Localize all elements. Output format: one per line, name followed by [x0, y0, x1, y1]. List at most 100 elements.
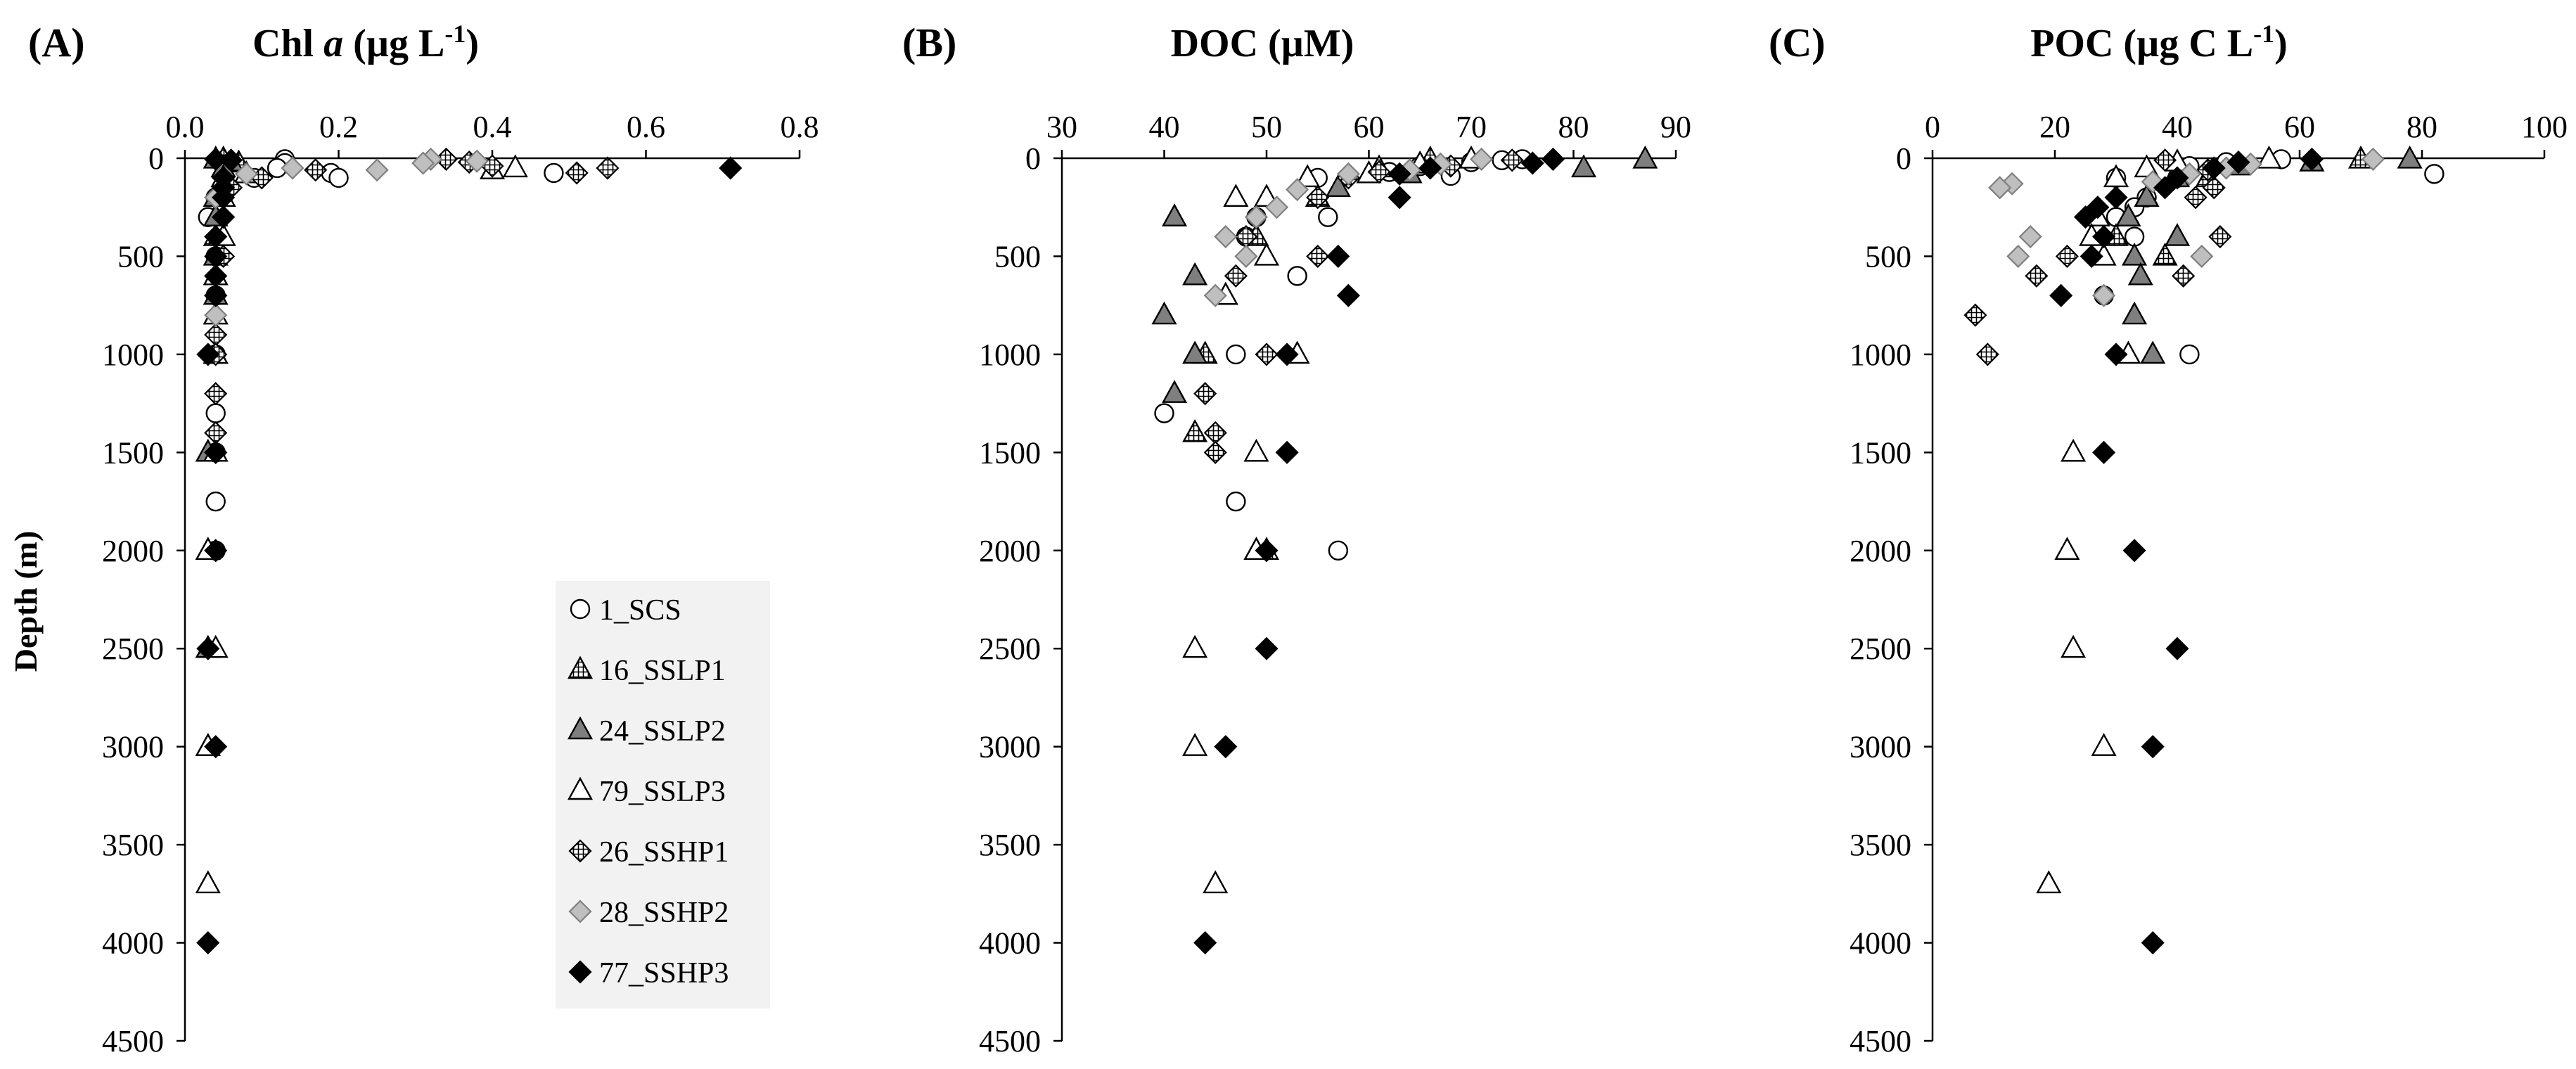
- data-point: [2140, 340, 2166, 364]
- data-point: [1287, 266, 1307, 286]
- y-tick-label: 1000: [979, 338, 1041, 372]
- data-point: [1325, 174, 1351, 198]
- data-point: [2153, 148, 2177, 172]
- y-tick-label: 4000: [102, 926, 164, 961]
- data-point: [2006, 244, 2030, 269]
- y-tick-label: 3500: [1850, 828, 1911, 862]
- data-point: [502, 154, 528, 178]
- data-point: [2061, 634, 2087, 658]
- series-77_SSHP3: [196, 147, 743, 955]
- panel-b: (B) DOC (µM) 30 40 50 60 70 80 90 0 500 1000 1500 2…: [902, 20, 1691, 1058]
- data-point: [204, 735, 228, 759]
- data-point: [2092, 224, 2116, 249]
- legend-background: [556, 581, 770, 1009]
- data-point: [205, 491, 226, 512]
- data-point: [1182, 418, 1208, 442]
- data-point: [2055, 244, 2079, 269]
- series-77_SSHP3: [2049, 147, 2324, 955]
- data-point: [204, 382, 228, 406]
- x-tick-label: 60: [1354, 110, 1385, 144]
- data-point: [2122, 301, 2148, 325]
- data-point: [2115, 203, 2141, 226]
- data-point: [1520, 151, 1544, 175]
- panel-a: (A) Chl a (µg L-1) Depth (m) 1_SCS 16_SSL…: [8, 20, 819, 1058]
- y-tick-label: 2000: [1850, 534, 1911, 568]
- data-point: [2164, 223, 2191, 246]
- x-tick-label: 50: [1251, 110, 1282, 144]
- data-point: [205, 403, 226, 423]
- data-point: [204, 323, 228, 347]
- y-tick-label: 1000: [1850, 338, 1911, 372]
- plot-area-c: 0 20 40 60 80 1000500100015002000250030003500…: [1850, 110, 2568, 1058]
- data-point: [2104, 186, 2128, 210]
- data-point: [1469, 147, 1494, 171]
- data-point: [1243, 438, 1269, 462]
- data-point: [1295, 164, 1321, 188]
- data-point: [1182, 340, 1208, 364]
- data-point: [2184, 186, 2207, 210]
- data-point: [1632, 145, 1658, 169]
- y-tick-label: 0: [1896, 141, 1911, 176]
- panel-label-b: (B): [902, 20, 956, 65]
- data-point: [1963, 303, 1987, 327]
- y-tick-label: 2500: [1850, 632, 1911, 666]
- data-point: [2054, 537, 2080, 560]
- series-1_SCS: [198, 149, 564, 561]
- data-point: [365, 158, 389, 182]
- x-tick-label: 0.0: [166, 110, 205, 144]
- legend-label: 24_SSLP2: [599, 715, 726, 748]
- x-tick-label: 20: [2039, 110, 2070, 144]
- data-point: [1326, 244, 1350, 269]
- y-tick-label: 3000: [979, 730, 1041, 764]
- x-tick-label: 40: [1149, 110, 1180, 144]
- x-tick-label: 0.4: [473, 110, 512, 144]
- legend-marker: [567, 716, 594, 740]
- data-point: [1264, 196, 1289, 219]
- legend-marker: [567, 655, 594, 679]
- data-point: [212, 205, 236, 229]
- data-point: [2397, 145, 2423, 169]
- data-point: [1182, 733, 1208, 756]
- y-tick-label: 3000: [102, 730, 164, 764]
- data-point: [1388, 162, 1411, 186]
- y-tick-label: 2000: [102, 534, 164, 568]
- data-point: [1203, 870, 1229, 894]
- x-tick-label: 90: [1660, 110, 1691, 144]
- data-point: [2080, 244, 2103, 269]
- x-tick-label: 0.2: [319, 110, 358, 144]
- data-point: [565, 161, 589, 185]
- data-point: [2202, 176, 2226, 200]
- data-point: [1255, 636, 1279, 660]
- legend-label: 79_SSLP3: [599, 776, 726, 808]
- data-point: [1226, 344, 1246, 365]
- data-point: [1286, 178, 1309, 202]
- y-tick-label: 3500: [102, 828, 164, 862]
- y-tick-label: 0: [1025, 141, 1041, 176]
- legend-label: 77_SSHP3: [599, 957, 729, 990]
- data-point: [196, 636, 220, 660]
- data-point: [1162, 380, 1188, 403]
- legend-marker: [568, 960, 592, 984]
- data-point: [2061, 438, 2087, 462]
- data-point: [1336, 162, 1360, 186]
- data-point: [2153, 176, 2177, 200]
- data-point: [2092, 283, 2116, 307]
- legend-marker: [568, 900, 592, 923]
- legend-label: 28_SSHP2: [599, 897, 729, 929]
- panel-c: (C) POC (µg C L-1) 0 20 40 60 80 100050010001…: [1769, 20, 2568, 1058]
- data-point: [2036, 870, 2062, 894]
- data-point: [1418, 156, 1442, 180]
- y-tick-label: 4000: [1850, 926, 1911, 961]
- data-point: [1571, 154, 1597, 178]
- data-point: [1255, 539, 1279, 563]
- data-point: [2122, 242, 2148, 266]
- legend-label: 16_SSLP1: [599, 655, 726, 687]
- data-point: [234, 162, 258, 186]
- data-point: [1328, 540, 1349, 561]
- data-point: [281, 156, 305, 180]
- data-point: [196, 930, 220, 955]
- legend: 1_SCS 16_SSLP1 24_SSLP2 79_SSLP3 26_SSHP1 28_…: [556, 581, 770, 1009]
- data-point: [219, 148, 243, 172]
- panel-label-c: (C): [1769, 20, 1826, 65]
